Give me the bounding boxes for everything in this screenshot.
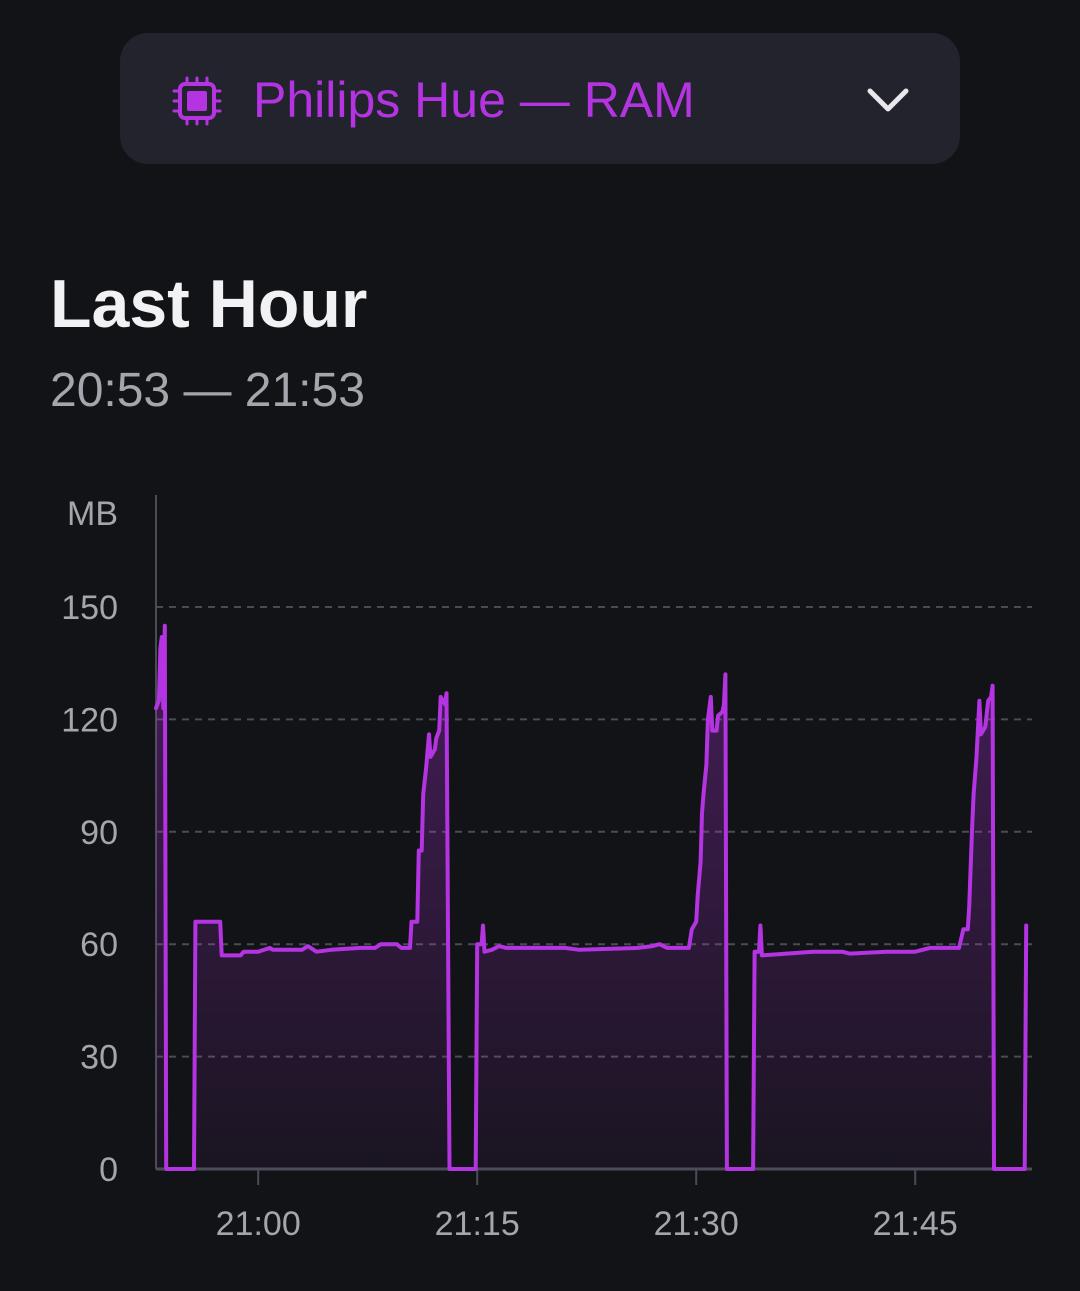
x-tick-label: 21:15 — [435, 1205, 520, 1243]
device-metric-selector[interactable]: Philips Hue — RAM — [120, 33, 960, 164]
chip-icon — [172, 76, 222, 126]
x-tick-label: 21:45 — [873, 1205, 958, 1243]
y-axis-unit-label: MB — [67, 495, 118, 533]
y-tick-label: 90 — [80, 814, 118, 852]
x-tick-label: 21:00 — [216, 1205, 301, 1243]
selector-label: Philips Hue — RAM — [253, 72, 695, 128]
y-tick-label: 120 — [61, 701, 118, 739]
y-tick-label: 0 — [99, 1151, 118, 1189]
y-tick-label: 60 — [80, 926, 118, 964]
y-tick-label: 150 — [61, 589, 118, 627]
time-range-label: 20:53 — 21:53 — [50, 364, 365, 417]
series-line — [154, 623, 1029, 1171]
chevron-down-icon[interactable] — [866, 85, 910, 115]
y-tick-label: 30 — [80, 1039, 118, 1077]
x-tick-label: 21:30 — [654, 1205, 739, 1243]
ram-usage-chart: 0 30 60 90 120 150 MB 21:00 21:15 21:30 21:45 — [61, 495, 1032, 1243]
page-title: Last Hour — [50, 266, 368, 342]
series-area — [156, 625, 1027, 1169]
